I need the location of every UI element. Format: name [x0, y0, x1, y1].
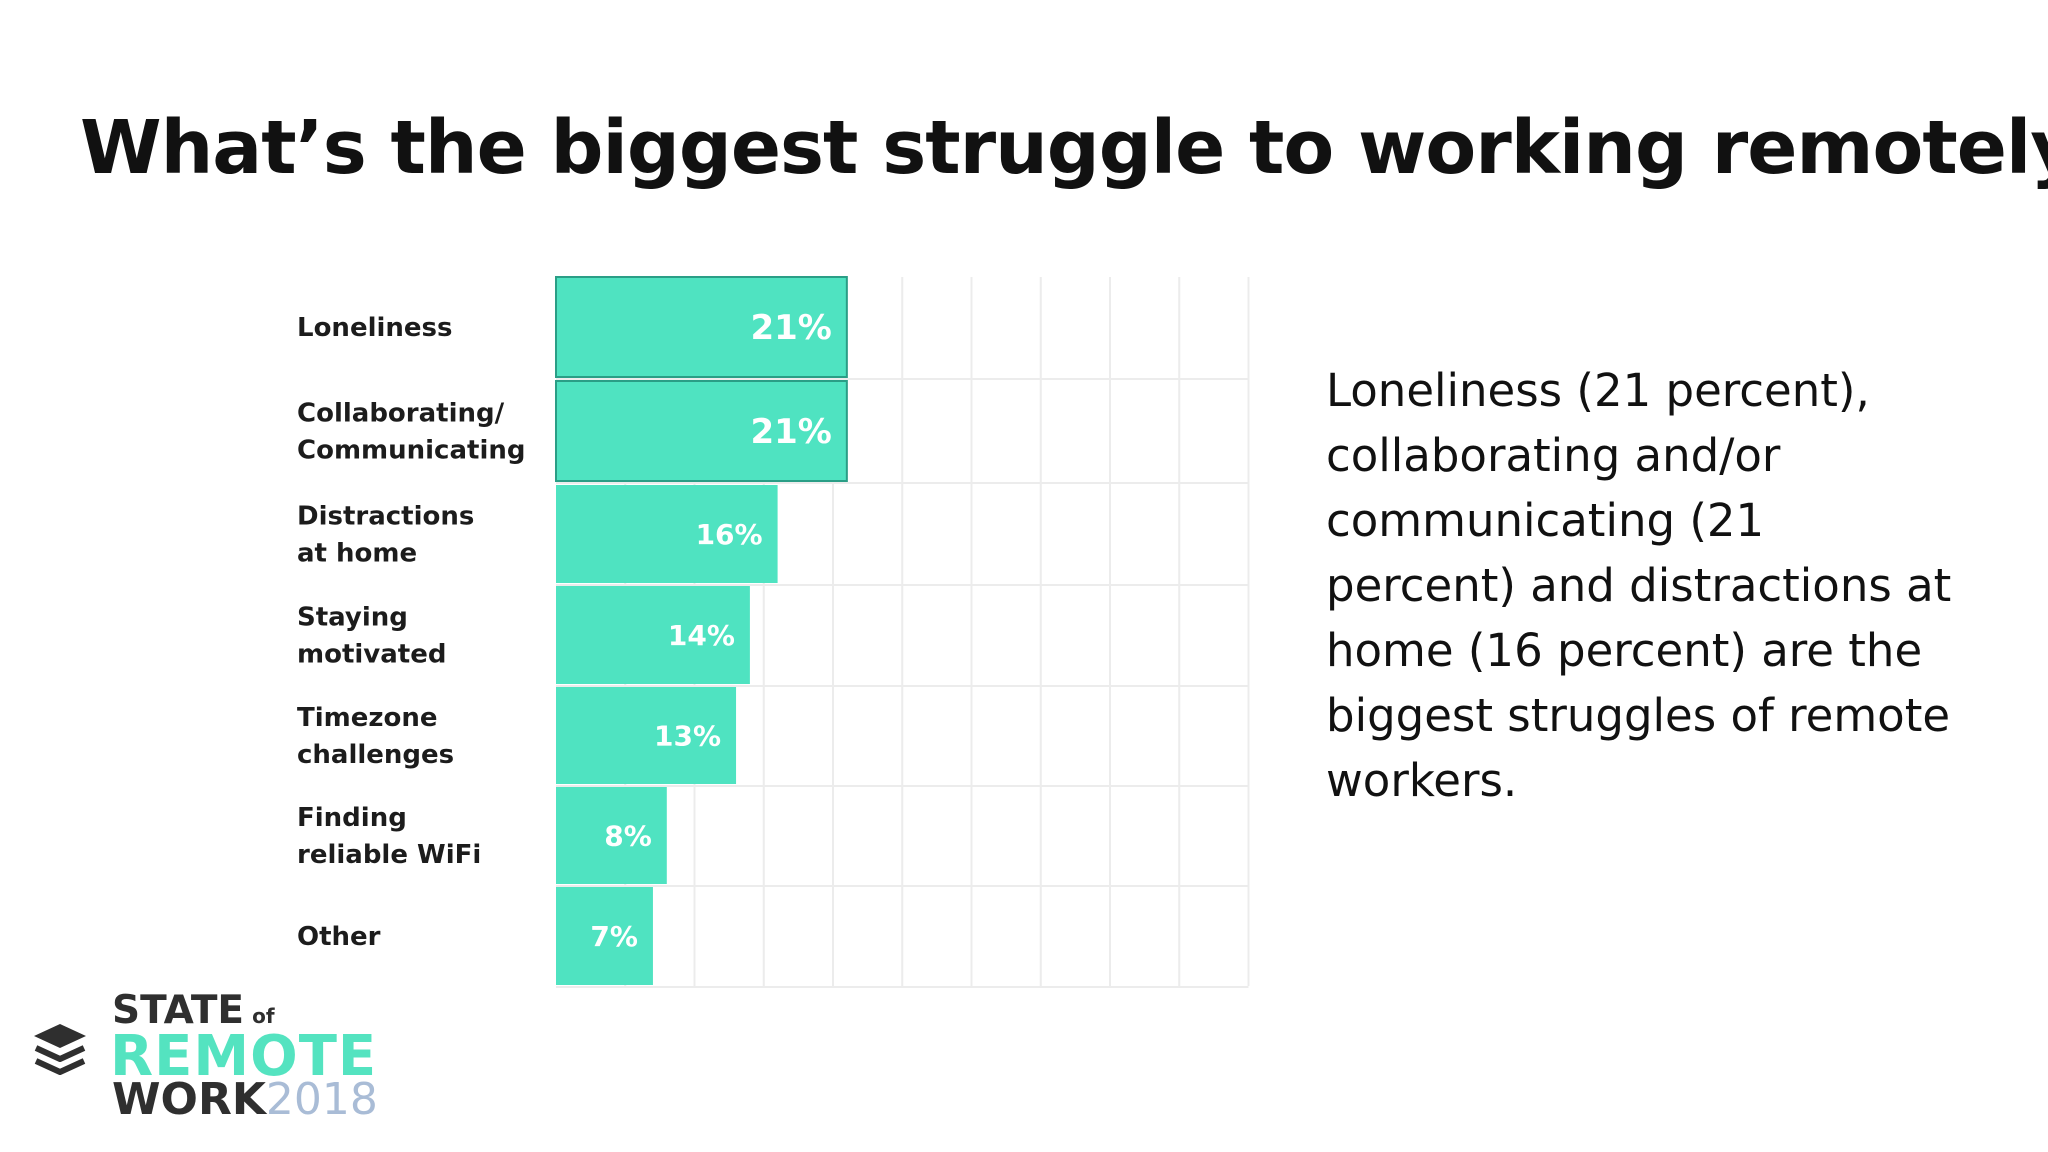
- category-label: Loneliness: [297, 313, 453, 343]
- chart-category-labels: Loneliness Collaborating/Communicating Dis…: [297, 313, 525, 952]
- bar: [556, 485, 778, 583]
- page-title: What’s the biggest struggle to working r…: [80, 105, 2048, 191]
- bar-value-label: 16%: [696, 518, 763, 551]
- bar-value-label: 14%: [668, 619, 735, 652]
- state-of-remote-work-logo: STATE of REMOTE WORK2018: [32, 988, 392, 1125]
- bar-chart: 21% 21% 16% 14% 13% 8% 7% Loneliness Collaborat…: [297, 276, 1250, 988]
- stacked-layers-icon: [34, 1024, 86, 1075]
- bar: [556, 887, 653, 985]
- bar: [555, 380, 848, 482]
- bar: [556, 586, 750, 684]
- bar: [556, 687, 737, 784]
- logo-line-work: WORK2018: [112, 1074, 378, 1125]
- category-label: Distractions at home: [297, 502, 474, 569]
- bar: [555, 276, 848, 378]
- category-label: Other: [297, 922, 381, 952]
- category-label: Staying motivated: [297, 603, 446, 670]
- bar: [556, 787, 667, 884]
- bar-value-label: 8%: [604, 820, 652, 853]
- bar-value-label: 21%: [750, 412, 831, 452]
- bar-value-label: 13%: [654, 720, 721, 753]
- logo-line-state: STATE of: [112, 988, 275, 1033]
- logo-line-remote: REMOTE: [110, 1024, 378, 1089]
- category-label: Collaborating/Communicating: [297, 399, 525, 466]
- category-label: Finding reliable WiFi: [297, 803, 481, 870]
- chart-bars: [555, 276, 848, 985]
- summary-text: Loneliness (21 percent), collaborating a…: [1326, 364, 1952, 807]
- bar-value-label: 21%: [750, 308, 831, 348]
- chart-value-labels: 21% 21% 16% 14% 13% 8% 7%: [590, 308, 831, 953]
- bar-value-label: 7%: [590, 920, 638, 953]
- category-label: Timezone challenges: [297, 703, 454, 770]
